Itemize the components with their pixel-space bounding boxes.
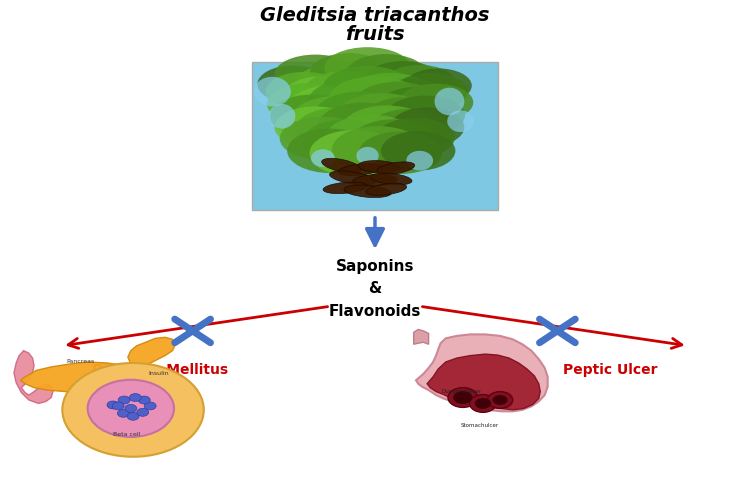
Ellipse shape [405,68,472,103]
Ellipse shape [270,94,353,138]
Ellipse shape [332,126,424,174]
Ellipse shape [434,88,464,115]
Ellipse shape [302,119,392,165]
Ellipse shape [346,54,425,92]
Circle shape [453,391,472,404]
Circle shape [144,402,156,410]
Text: Saponins
&
Flavonoids: Saponins & Flavonoids [328,259,422,319]
Ellipse shape [370,173,412,185]
Polygon shape [427,354,540,410]
Text: Pancreas: Pancreas [66,359,94,364]
Circle shape [475,398,491,409]
Polygon shape [14,351,53,404]
Ellipse shape [283,76,366,117]
Ellipse shape [354,82,440,125]
Polygon shape [416,334,548,411]
Ellipse shape [323,66,413,109]
Ellipse shape [266,72,343,111]
Circle shape [127,412,139,420]
Ellipse shape [399,84,473,121]
Ellipse shape [406,151,433,171]
Ellipse shape [358,132,442,174]
Ellipse shape [314,92,407,139]
Ellipse shape [267,83,349,125]
Ellipse shape [386,95,465,135]
Circle shape [112,402,124,410]
Ellipse shape [366,183,407,195]
Text: Insulin: Insulin [148,371,169,376]
Ellipse shape [390,107,464,147]
Circle shape [62,363,204,457]
Ellipse shape [378,87,458,126]
Ellipse shape [280,117,366,160]
Ellipse shape [308,79,398,124]
Ellipse shape [329,171,376,185]
Polygon shape [21,362,150,394]
Ellipse shape [257,65,328,103]
Ellipse shape [381,131,455,171]
Ellipse shape [304,71,386,110]
Ellipse shape [336,93,428,139]
Ellipse shape [310,130,399,177]
Text: Duodenalulcer: Duodenalulcer [442,389,482,394]
Circle shape [493,395,508,405]
Circle shape [124,405,136,412]
Ellipse shape [366,61,440,97]
Ellipse shape [328,76,422,122]
Ellipse shape [342,105,431,151]
Ellipse shape [322,158,362,173]
Ellipse shape [318,102,410,150]
Polygon shape [414,329,428,344]
Ellipse shape [311,149,334,167]
Ellipse shape [358,161,400,173]
Ellipse shape [274,106,356,148]
Ellipse shape [287,129,374,173]
Circle shape [107,401,119,409]
Ellipse shape [274,54,356,94]
Bar [252,62,498,210]
Ellipse shape [323,182,368,194]
Ellipse shape [352,174,398,187]
Ellipse shape [344,185,392,198]
Ellipse shape [325,47,411,89]
Polygon shape [128,337,176,369]
Circle shape [88,380,174,437]
Circle shape [118,409,129,417]
Circle shape [138,396,150,404]
Circle shape [448,388,478,407]
Ellipse shape [310,53,388,91]
Ellipse shape [356,147,379,165]
Ellipse shape [394,73,468,110]
Text: Peptic Ulcer: Peptic Ulcer [563,363,658,377]
Ellipse shape [325,115,418,162]
Ellipse shape [348,73,431,112]
Ellipse shape [377,162,415,174]
Ellipse shape [384,65,455,100]
Ellipse shape [292,96,381,141]
Text: fruits: fruits [345,25,405,44]
Text: Beta cell: Beta cell [113,432,140,437]
Ellipse shape [287,86,374,129]
Ellipse shape [372,79,449,116]
Ellipse shape [297,64,371,99]
Text: Stomachulcer: Stomachulcer [460,423,498,428]
Text: Diabetes Mellitus: Diabetes Mellitus [92,363,228,377]
Circle shape [118,396,130,404]
Ellipse shape [254,77,291,106]
Ellipse shape [376,118,454,158]
Ellipse shape [447,110,474,132]
Circle shape [129,394,141,402]
Circle shape [470,395,496,412]
Text: Gleditsia triacanthos: Gleditsia triacanthos [260,5,490,24]
Ellipse shape [368,109,450,151]
Ellipse shape [351,119,437,163]
Circle shape [488,392,513,408]
Ellipse shape [295,107,384,153]
Ellipse shape [268,104,296,129]
Ellipse shape [338,164,382,176]
Circle shape [136,408,148,416]
Ellipse shape [363,97,449,140]
